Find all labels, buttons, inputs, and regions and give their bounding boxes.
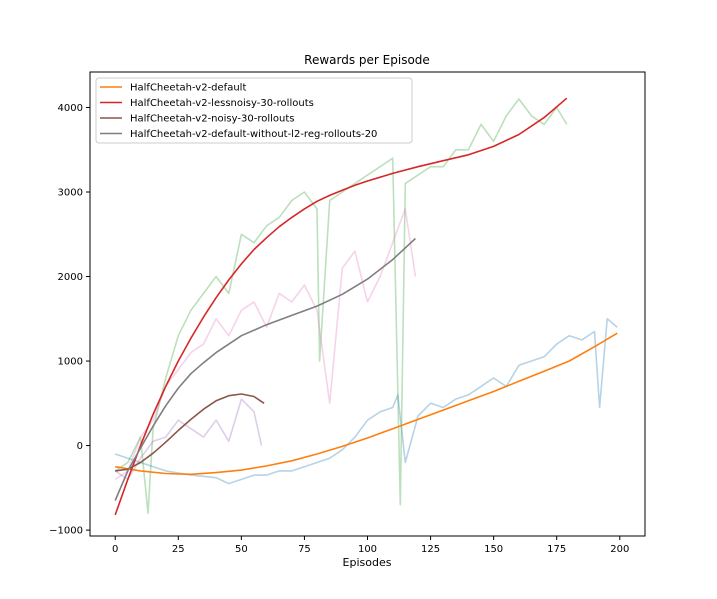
y-axis: −1000 0 1000 2000 3000 4000 xyxy=(49,103,90,537)
raw-series-line-0 xyxy=(114,317,618,485)
x-tick-label: 175 xyxy=(547,544,566,555)
x-tick-label: 100 xyxy=(358,544,377,555)
legend-label: HalfCheetah-v2-noisy-30-rollouts xyxy=(130,114,294,125)
legend-label: HalfCheetah-v2-default-without-l2-reg-ro… xyxy=(130,129,377,140)
y-tick-label: 2000 xyxy=(58,272,83,283)
x-tick-label: 125 xyxy=(421,544,440,555)
smoothed-series-line-0 xyxy=(115,332,618,476)
x-tick-label: 25 xyxy=(172,544,185,555)
chart-title: Rewards per Episode xyxy=(304,53,430,67)
y-tick-label: −1000 xyxy=(49,526,83,537)
y-tick-label: 1000 xyxy=(58,357,83,368)
raw-series-line-2 xyxy=(114,398,263,481)
y-tick-label: 4000 xyxy=(58,103,83,114)
x-tick-label: 50 xyxy=(235,544,248,555)
raw-series-line-1 xyxy=(114,98,568,515)
smoothed-series-layer xyxy=(114,97,618,516)
legend-label: HalfCheetah-v2-default xyxy=(130,83,246,94)
x-axis: 0 25 50 75 100 125 150 175 200 xyxy=(112,536,629,555)
smoothed-series-line-1 xyxy=(114,97,568,516)
x-tick-label: 0 xyxy=(112,544,118,555)
legend-box xyxy=(95,77,413,144)
x-tick-label: 75 xyxy=(298,544,311,555)
smoothed-series-line-3 xyxy=(114,237,416,501)
legend: HalfCheetah-v2-default HalfCheetah-v2-les… xyxy=(95,77,413,144)
smoothed-series-line-2 xyxy=(115,393,265,472)
x-tick-label: 200 xyxy=(610,544,629,555)
y-tick-label: 3000 xyxy=(58,188,83,199)
x-axis-label: Episodes xyxy=(343,556,392,569)
legend-label: HalfCheetah-v2-lessnoisy-30-rollouts xyxy=(130,98,314,109)
x-tick-label: 150 xyxy=(484,544,503,555)
y-tick-label: 0 xyxy=(77,441,83,452)
